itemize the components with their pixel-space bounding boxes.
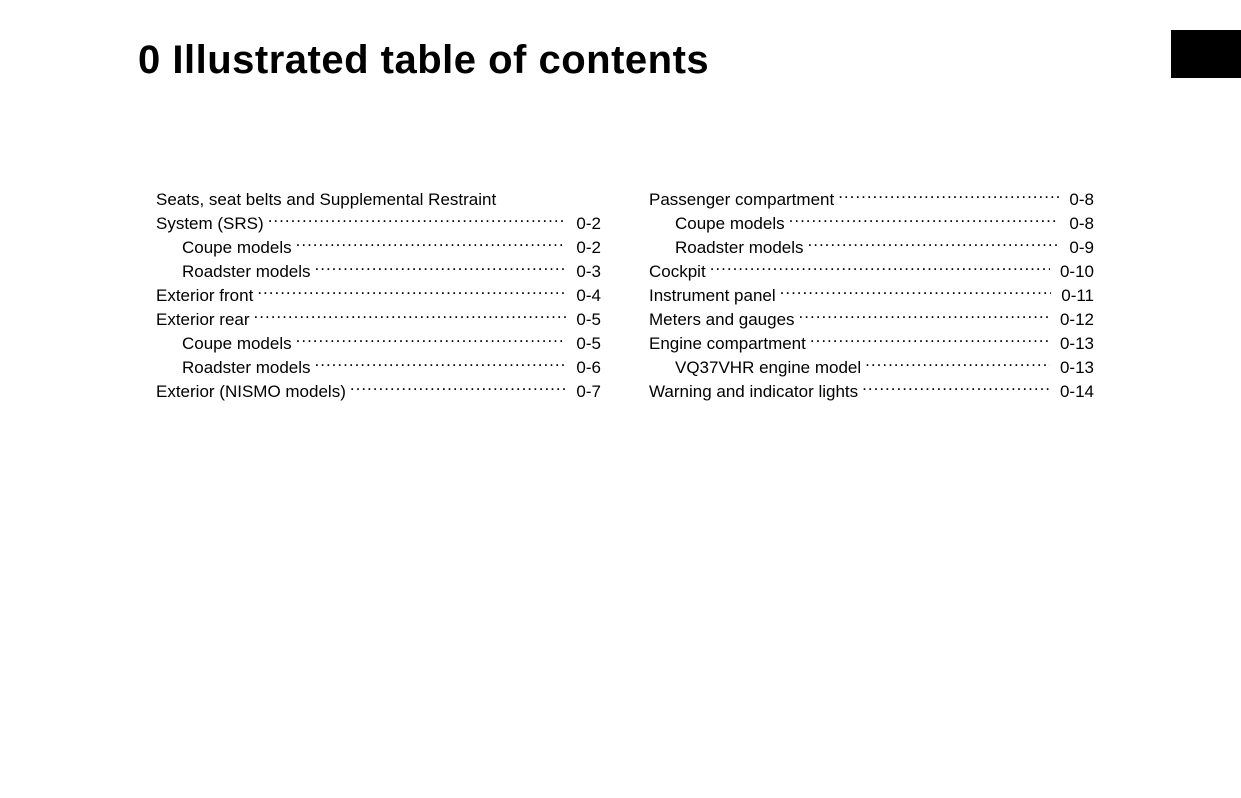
toc-page: 0-14 [1054,380,1094,404]
toc-entry: Coupe models 0-2 [156,236,601,260]
toc-label: Coupe models [182,236,292,260]
toc-leader [257,284,566,301]
toc-label: Meters and gauges [649,308,795,332]
page-root: 0 Illustrated table of contents Seats, s… [0,0,1241,798]
toc-page: 0-7 [570,380,601,404]
toc-label: Engine compartment [649,332,806,356]
toc-entry: Warning and indicator lights 0-14 [649,380,1094,404]
toc-page: 0-13 [1054,332,1094,356]
toc-label: Exterior front [156,284,253,308]
toc-leader [865,356,1050,373]
section-tab-marker [1171,30,1241,78]
toc-page: 0-10 [1054,260,1094,284]
toc-leader [268,212,567,229]
toc-entry: Roadster models 0-6 [156,356,601,380]
toc-label: Coupe models [675,212,785,236]
toc-entry: Meters and gauges 0-12 [649,308,1094,332]
toc-column-right: Passenger compartment 0-8 Coupe models 0… [649,188,1094,404]
page-title: 0 Illustrated table of contents [138,38,709,83]
toc-leader [808,236,1060,253]
toc-entry: Instrument panel 0-11 [649,284,1094,308]
toc-leader [254,308,567,325]
toc-leader [862,380,1050,397]
toc-label: Coupe models [182,332,292,356]
toc-page: 0-13 [1054,356,1094,380]
toc-label: System (SRS) [156,212,264,236]
toc-page: 0-8 [1063,188,1094,212]
toc-label: Roadster models [182,260,311,284]
toc-label: Exterior (NISMO models) [156,380,346,404]
toc-entry: Exterior front 0-4 [156,284,601,308]
toc-entry: Coupe models 0-5 [156,332,601,356]
toc-page: 0-12 [1054,308,1094,332]
toc-leader [315,260,567,277]
toc-page: 0-11 [1055,284,1094,308]
toc-entry: Roadster models 0-3 [156,260,601,284]
toc-entry: Coupe models 0-8 [649,212,1094,236]
toc-label: Passenger compartment [649,188,834,212]
toc-entry: VQ37VHR engine model 0-13 [649,356,1094,380]
toc-label: Instrument panel [649,284,776,308]
toc-leader [780,284,1052,301]
toc-label: Roadster models [182,356,311,380]
toc-label: VQ37VHR engine model [675,356,861,380]
toc-entry: Exterior (NISMO models) 0-7 [156,380,601,404]
toc-page: 0-2 [570,212,601,236]
toc-entry: System (SRS) 0-2 [156,212,601,236]
toc-entry: Engine compartment 0-13 [649,332,1094,356]
toc-page: 0-6 [570,356,601,380]
toc-page: 0-8 [1063,212,1094,236]
toc-leader [838,188,1059,205]
toc-label: Roadster models [675,236,804,260]
toc-label: Warning and indicator lights [649,380,858,404]
toc-entry: Roadster models 0-9 [649,236,1094,260]
toc-leader [799,308,1050,325]
toc-page: 0-3 [570,260,601,284]
toc-columns: Seats, seat belts and Supplemental Restr… [156,188,1094,404]
toc-page: 0-5 [570,332,601,356]
toc-leader [350,380,567,397]
toc-leader [296,332,567,349]
toc-page: 0-2 [570,236,601,260]
toc-entry: Exterior rear 0-5 [156,308,601,332]
toc-entry-wrap-text: Seats, seat belts and Supplemental Restr… [156,188,601,212]
toc-leader [710,260,1050,277]
toc-label: Cockpit [649,260,706,284]
toc-entry: Passenger compartment 0-8 [649,188,1094,212]
toc-leader [315,356,567,373]
toc-leader [296,236,567,253]
toc-entry: Cockpit 0-10 [649,260,1094,284]
toc-page: 0-5 [570,308,601,332]
toc-leader [789,212,1060,229]
toc-column-left: Seats, seat belts and Supplemental Restr… [156,188,601,404]
toc-label: Exterior rear [156,308,250,332]
toc-page: 0-4 [570,284,601,308]
toc-leader [810,332,1050,349]
toc-page: 0-9 [1063,236,1094,260]
